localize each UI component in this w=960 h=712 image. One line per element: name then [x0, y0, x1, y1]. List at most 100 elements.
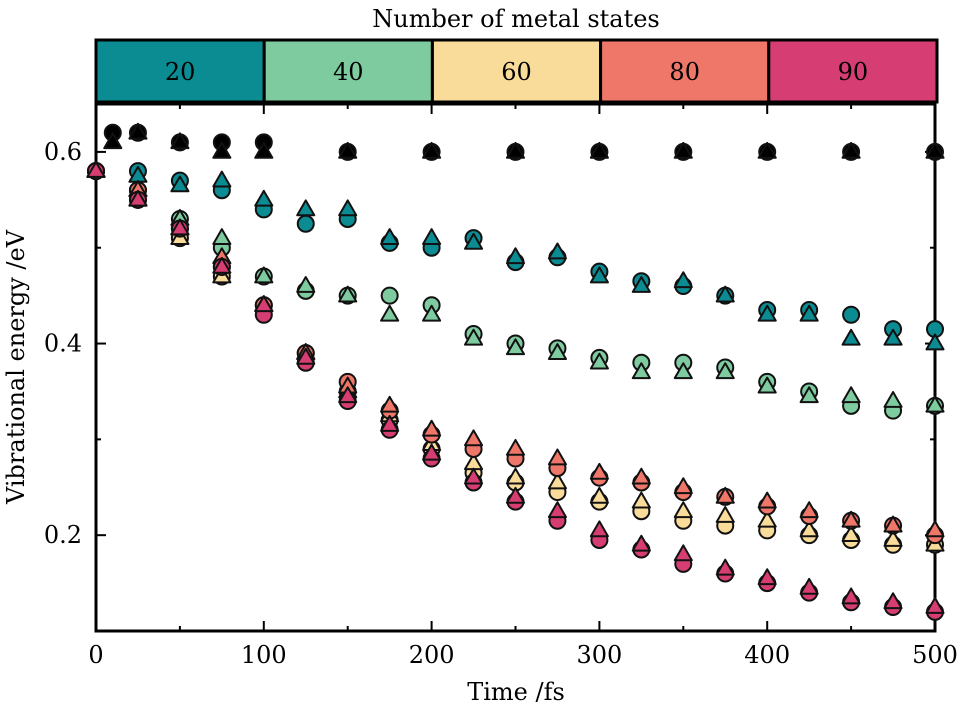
legend-label-40: 40 [333, 58, 364, 86]
data-point-triangle [673, 501, 693, 519]
data-point-triangle [589, 520, 609, 538]
data-point-triangle [841, 141, 861, 159]
data-point-triangle [799, 577, 819, 595]
x-tick-label: 200 [409, 641, 455, 669]
data-point-triangle [254, 189, 274, 207]
data-point-triangle [254, 295, 274, 313]
data-point-triangle [589, 486, 609, 504]
x-tick-label: 0 [88, 641, 103, 669]
data-point-triangle [883, 391, 903, 408]
data-point-triangle [254, 266, 274, 284]
x-tick-label: 300 [576, 641, 622, 669]
data-point-circle [842, 305, 861, 324]
data-point-triangle [757, 491, 777, 509]
data-point-triangle [799, 304, 819, 322]
data-point-triangle [715, 362, 735, 380]
data-point-triangle [338, 199, 358, 217]
legend: 20 40 60 80 90 [94, 38, 939, 104]
data-point-triangle [422, 304, 442, 322]
data-point-triangle [757, 376, 777, 394]
data-point-triangle [841, 525, 861, 543]
data-point-triangle [170, 218, 190, 236]
data-point-triangle [673, 362, 693, 380]
data-point-triangle [212, 141, 232, 159]
data-point-triangle [631, 491, 651, 509]
data-point-triangle [925, 597, 945, 614]
y-axis-label: Vibrational energy /eV [2, 229, 30, 505]
data-point-triangle [86, 161, 106, 178]
data-point-triangle [505, 486, 526, 504]
data-point-triangle [589, 141, 609, 159]
data-point-triangle [170, 175, 190, 193]
data-point-triangle [841, 386, 861, 404]
data-point-triangle [338, 386, 358, 404]
data-point-triangle [212, 256, 232, 274]
data-point-triangle [422, 443, 442, 461]
series-20-triangle [86, 161, 945, 351]
data-point-triangle [505, 247, 526, 265]
data-point-triangle [883, 592, 903, 610]
data-point-triangle [883, 328, 903, 346]
data-point-triangle [757, 141, 777, 159]
data-point-triangle [103, 132, 123, 150]
data-point-triangle [799, 386, 819, 404]
data-points [86, 122, 945, 621]
data-point-triangle [631, 276, 651, 293]
data-point-triangle [841, 510, 861, 528]
data-point-circle [380, 286, 399, 305]
data-point-triangle [673, 141, 693, 159]
data-point-triangle [338, 285, 358, 303]
series-reference-triangle [86, 122, 945, 178]
data-point-triangle [380, 228, 400, 245]
data-point-triangle [715, 558, 735, 576]
legend-label-60: 60 [501, 58, 532, 86]
legend-swatch-40 [262, 38, 434, 104]
x-tick-label: 500 [912, 641, 958, 669]
data-point-triangle [128, 122, 148, 140]
legend-label-90: 90 [838, 58, 869, 86]
data-point-triangle [505, 467, 526, 485]
series-40-circle [87, 162, 944, 420]
axis-ticks: 0 100 200 300 400 500 0.2 0.4 0.6 [44, 104, 958, 669]
data-point-triangle [547, 448, 567, 466]
series-40-triangle [86, 161, 945, 413]
data-point-triangle [128, 189, 148, 207]
data-point-triangle [547, 472, 567, 490]
data-point-triangle [212, 228, 232, 245]
legend-swatch-90 [767, 38, 939, 104]
data-point-triangle [464, 429, 484, 447]
data-point-triangle [925, 395, 945, 413]
x-tick-label: 400 [744, 641, 790, 669]
data-point-triangle [883, 515, 903, 533]
data-point-triangle [338, 141, 358, 159]
data-point-triangle [799, 501, 819, 519]
y-tick-label: 0.6 [44, 138, 82, 166]
legend-swatch-60 [430, 38, 603, 104]
data-point-triangle [505, 438, 526, 456]
data-point-triangle [673, 544, 693, 562]
data-point-triangle [505, 141, 526, 159]
data-point-triangle [841, 587, 861, 605]
data-point-triangle [505, 338, 526, 356]
data-point-triangle [296, 276, 316, 293]
data-point-triangle [547, 343, 567, 360]
data-point-triangle [170, 132, 190, 150]
data-point-triangle [589, 266, 609, 284]
data-point-triangle [422, 419, 442, 437]
y-tick-label: 0.4 [44, 330, 82, 358]
data-point-triangle [464, 467, 484, 485]
data-point-triangle [631, 362, 651, 380]
data-point-triangle [673, 477, 693, 495]
legend-label-80: 80 [669, 58, 700, 86]
data-point-triangle [464, 232, 484, 250]
data-point-triangle [589, 462, 609, 480]
data-point-triangle [715, 486, 735, 504]
data-point-triangle [925, 141, 945, 159]
x-tick-label: 100 [241, 641, 287, 669]
data-point-triangle [631, 534, 651, 552]
data-point-triangle [380, 414, 400, 432]
data-point-triangle [757, 568, 777, 586]
data-point-triangle [296, 199, 316, 217]
data-point-triangle [212, 170, 232, 188]
